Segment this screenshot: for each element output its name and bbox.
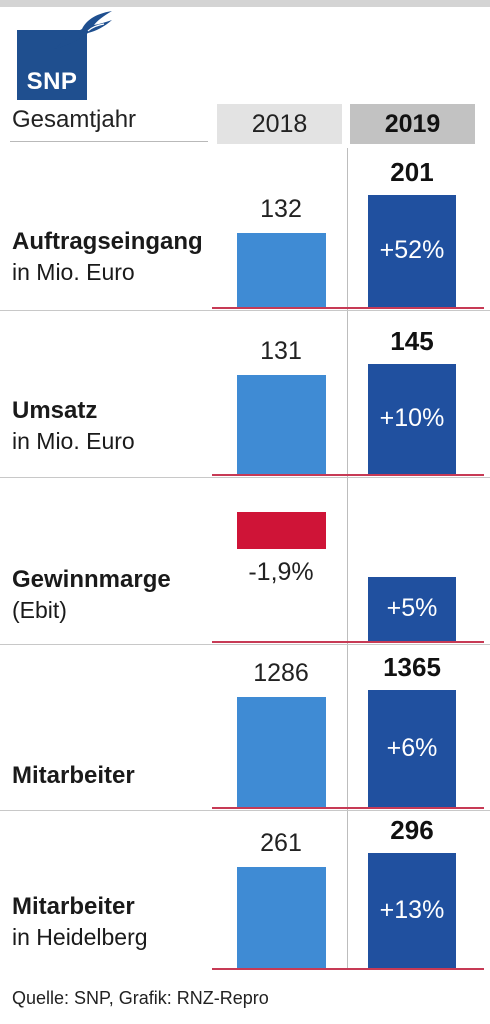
bar-2018 — [237, 696, 326, 807]
row-title: Mitarbeiter — [12, 893, 135, 920]
value-label-2019: 1365 — [383, 652, 441, 682]
row-baseline — [212, 641, 484, 643]
value-label-2019: 296 — [390, 815, 434, 845]
year-2018-header: 2018 — [217, 104, 342, 144]
swallow-icon — [54, 11, 112, 49]
row-label: Mitarbeiter — [12, 760, 135, 791]
row-separator — [0, 644, 490, 645]
bar-2019 — [368, 364, 456, 474]
value-label-2019: 201 — [390, 157, 434, 187]
row-baseline — [212, 307, 484, 309]
row-baseline — [212, 807, 484, 809]
change-label: +5% — [386, 594, 438, 622]
bar-2018 — [237, 233, 326, 307]
source-note: Quelle: SNP, Grafik: RNZ-Repro — [12, 988, 269, 1008]
row-separator — [0, 810, 490, 811]
bar-2019 — [368, 690, 456, 807]
bar-2018 — [237, 374, 326, 474]
row-title: Auftragseingang — [12, 228, 203, 255]
value-label-2019: 145 — [390, 326, 434, 356]
row-title: Gewinnmarge — [12, 566, 171, 593]
bar-2019 — [368, 853, 456, 968]
header-underline — [10, 141, 208, 142]
year-2019-header: 2019 — [350, 104, 475, 144]
bar-2019 — [368, 577, 456, 641]
row-baseline — [212, 968, 484, 970]
row-label: Auftragseingang in Mio. Euro — [12, 226, 203, 287]
change-label: +6% — [386, 733, 438, 762]
bar-2019 — [368, 195, 456, 307]
snp-logo: SNP — [17, 30, 87, 100]
bar-2018 — [237, 866, 326, 968]
change-label: +10% — [379, 404, 445, 432]
row-baseline — [212, 474, 484, 476]
value-label-2018: 132 — [260, 195, 302, 224]
row-subtitle: in Mio. Euro — [12, 259, 135, 285]
logo-text: SNP — [26, 68, 78, 95]
period-label: Gesamtjahr — [12, 106, 137, 133]
top-rule — [0, 0, 490, 7]
change-label: +13% — [379, 895, 445, 924]
row-subtitle: in Mio. Euro — [12, 428, 135, 454]
row-label: Umsatz in Mio. Euro — [12, 395, 135, 456]
value-label-2018: -1,9% — [248, 558, 314, 586]
row-label: Mitarbeiter in Heidelberg — [12, 891, 148, 952]
change-label: +52% — [379, 236, 445, 264]
row-subtitle: in Heidelberg — [12, 924, 148, 950]
row-title: Umsatz — [12, 397, 98, 424]
value-label-2018: 131 — [260, 336, 302, 365]
value-label-2018: 261 — [260, 828, 302, 857]
row-label: Gewinnmarge (Ebit) — [12, 564, 171, 625]
row-separator — [0, 310, 490, 311]
bar-2018 — [237, 512, 326, 549]
value-label-2018: 1286 — [253, 658, 309, 687]
column-divider — [347, 148, 348, 970]
row-subtitle: (Ebit) — [12, 597, 67, 623]
row-title: Mitarbeiter — [12, 762, 135, 789]
row-separator — [0, 477, 490, 478]
